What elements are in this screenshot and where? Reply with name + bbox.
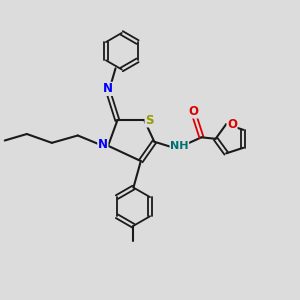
- Text: O: O: [188, 105, 199, 118]
- Text: O: O: [227, 118, 237, 131]
- Text: NH: NH: [170, 141, 189, 151]
- Text: N: N: [103, 82, 113, 95]
- Text: N: N: [98, 138, 108, 151]
- Text: S: S: [145, 114, 154, 127]
